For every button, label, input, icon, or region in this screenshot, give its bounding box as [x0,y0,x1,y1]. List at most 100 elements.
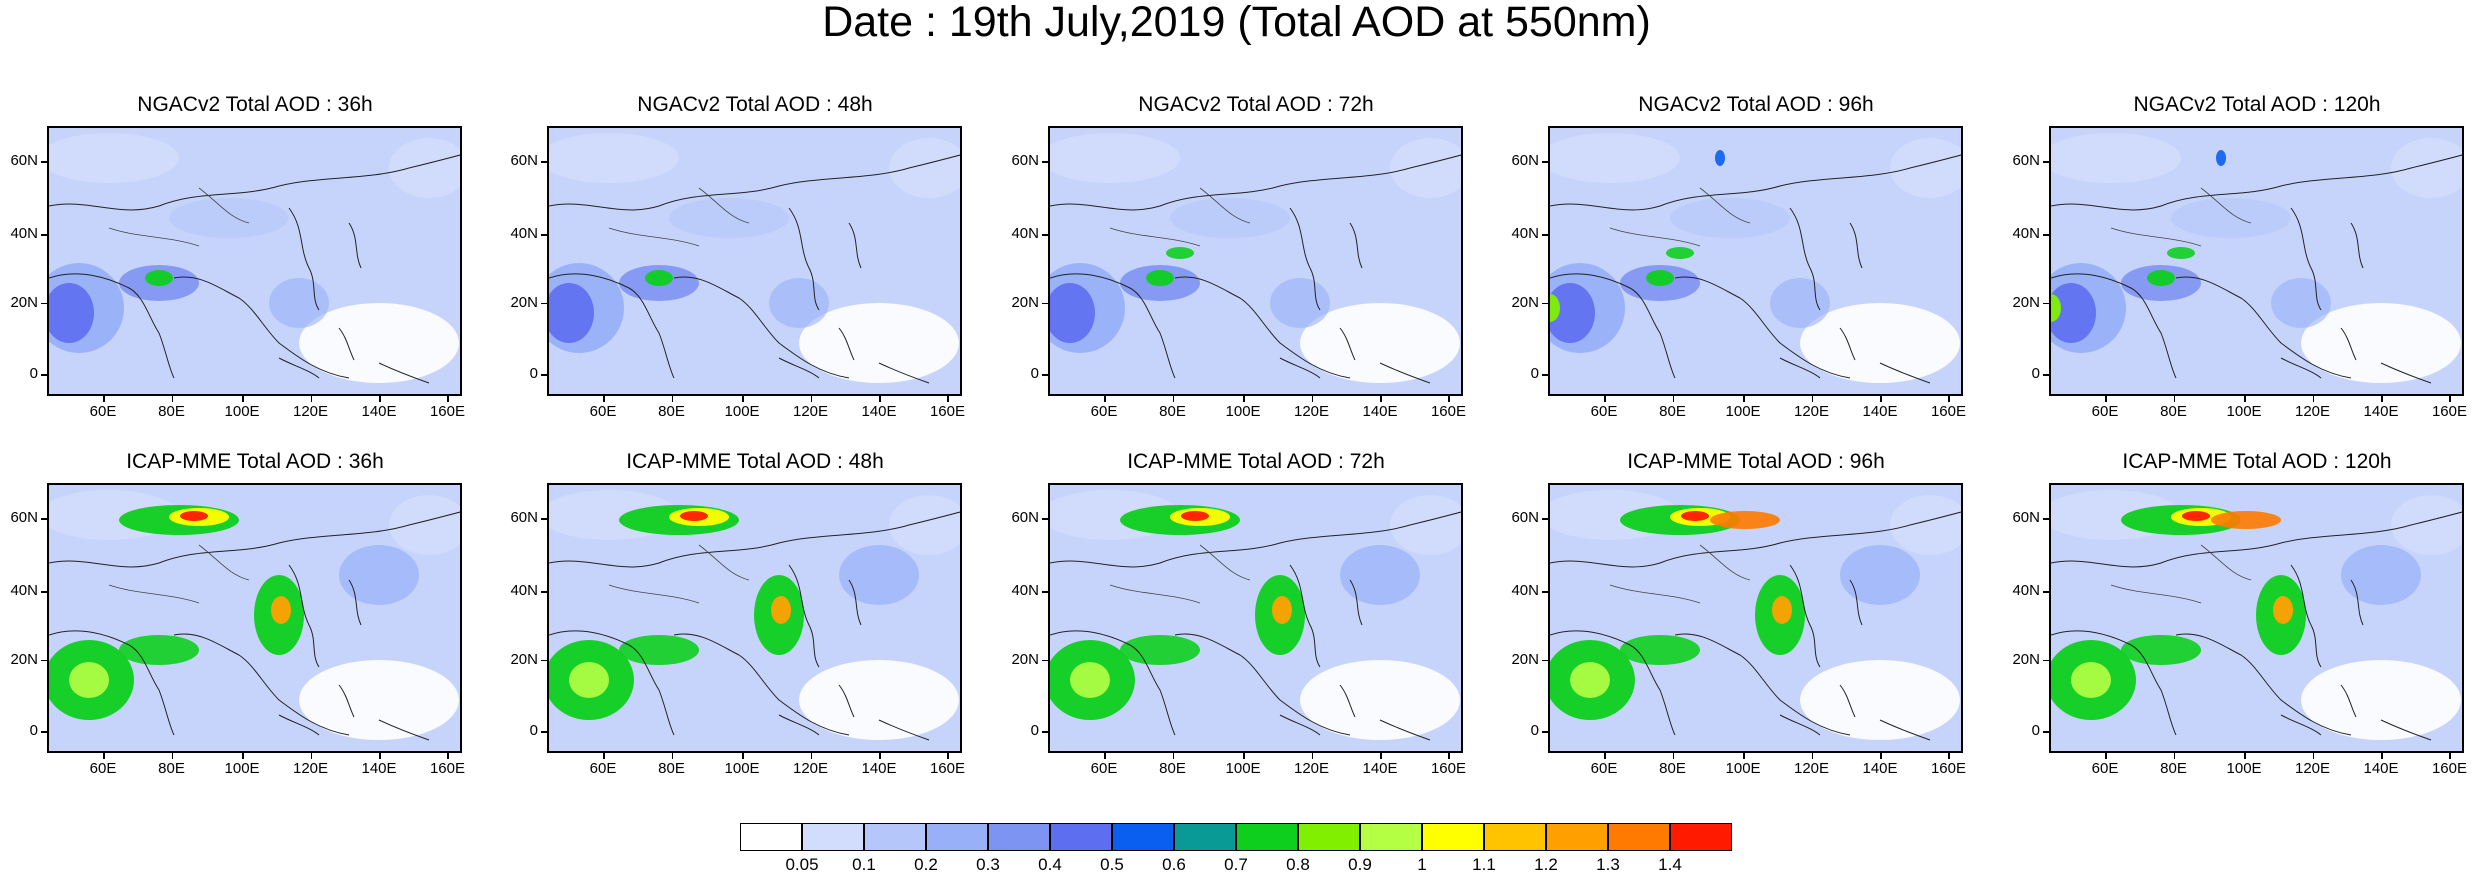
longitude-tick [1948,753,1950,759]
longitude-tick [1448,396,1450,402]
map-panel: ICAP-MME Total AOD : 96h 60N 40N 20N 0 60E 80… [1501,447,1971,785]
longitude-label: 100E [2226,760,2262,777]
colorbar-swatch [1174,823,1236,851]
latitude-label: 20N [10,650,38,668]
latitude-label: 0 [29,365,38,383]
longitude-tick [742,396,744,402]
latitude-label: 0 [1030,722,1039,740]
longitude-tick [310,396,313,402]
longitude-tick [1604,396,1606,402]
longitude-label: 60E [2091,760,2119,777]
aod-field [1050,133,1461,384]
longitude-label: 60E [2091,403,2119,420]
latitude-tick [1542,161,1548,163]
latitude-label: 60N [1011,509,1039,527]
colorbar-label: 0.8 [1286,855,1310,874]
latitude-tick [2043,731,2049,733]
colorbar-swatch [1298,823,1360,851]
aod-map [547,483,962,753]
longitude-tick [1811,396,1814,402]
aod-map [547,126,962,396]
longitude-label: 160E [2431,403,2467,420]
latitude-tick [1542,731,1548,733]
latitude-label: 20N [510,293,538,311]
longitude-label: 80E [658,760,685,777]
longitude-tick [603,753,605,759]
longitude-tick [1743,753,1745,759]
aod-map [47,126,462,396]
longitude-label: 60E [589,403,617,420]
latitude-tick [41,234,47,236]
longitude-label: 100E [1225,403,1261,420]
aod-field [2051,133,2462,384]
colorbar-label: 0.6 [1162,855,1186,874]
latitude-label: 40N [510,582,538,599]
longitude-tick [379,396,381,402]
latitude-tick [41,659,47,662]
longitude-label: 160E [429,760,465,777]
longitude-tick [2173,396,2175,402]
longitude-tick [1311,753,1314,759]
latitude-label: 0 [529,365,538,383]
colorbar-label: 0.4 [1038,855,1062,874]
aod-map [2049,483,2464,753]
longitude-tick [1948,396,1950,402]
longitude-tick [1811,753,1814,759]
aod-map [47,483,462,753]
latitude-label: 20N [1511,650,1539,668]
longitude-tick [2312,753,2315,759]
colorbar-swatch [864,823,926,851]
panel-title: ICAP-MME Total AOD : 120h [2122,450,2392,473]
latitude-tick [1042,234,1048,236]
latitude-tick [2043,161,2049,163]
longitude-label: 60E [589,760,617,777]
latitude-label: 20N [510,650,538,668]
longitude-tick [1743,396,1745,402]
longitude-label: 80E [658,403,685,420]
longitude-label: 120E [292,403,329,420]
latitude-tick [1042,518,1048,520]
longitude-label: 100E [724,760,760,777]
colorbar-label: 0.3 [976,855,1000,874]
longitude-tick [810,396,813,402]
longitude-tick [1672,396,1674,402]
longitude-tick [171,753,173,759]
latitude-tick [541,731,547,733]
colorbar-swatch [1360,823,1422,851]
latitude-tick [541,161,547,163]
longitude-label: 160E [2431,760,2467,777]
latitude-tick [1042,591,1048,593]
panel-title: NGACv2 Total AOD : 120h [2133,93,2381,116]
longitude-label: 80E [2160,403,2187,420]
longitude-label: 140E [361,760,397,777]
latitude-label: 40N [1511,225,1539,242]
latitude-tick [2043,591,2049,593]
latitude-label: 0 [1530,365,1539,383]
longitude-label: 100E [724,403,760,420]
latitude-tick [2043,302,2049,305]
longitude-tick [1880,396,1882,402]
latitude-tick [2043,374,2049,376]
longitude-tick [2381,753,2383,759]
colorbar-label: 1.3 [1596,855,1620,874]
longitude-label: 120E [1293,403,1330,420]
longitude-label: 160E [1930,403,1966,420]
colorbar-swatch [988,823,1050,851]
latitude-label: 60N [10,509,38,527]
longitude-tick [447,753,449,759]
longitude-tick [1604,753,1606,759]
longitude-label: 60E [89,403,117,420]
longitude-label: 160E [429,403,465,420]
latitude-label: 60N [1511,152,1539,170]
colorbar-swatch [1422,823,1484,851]
colorbar-label: 0.9 [1348,855,1372,874]
panel-title: NGACv2 Total AOD : 36h [137,93,373,116]
latitude-label: 60N [10,152,38,170]
longitude-label: 120E [1793,760,1830,777]
longitude-tick [947,396,949,402]
longitude-tick [603,396,605,402]
latitude-label: 40N [2012,225,2040,242]
latitude-tick [1542,302,1548,305]
longitude-label: 160E [929,403,965,420]
longitude-tick [1380,396,1382,402]
